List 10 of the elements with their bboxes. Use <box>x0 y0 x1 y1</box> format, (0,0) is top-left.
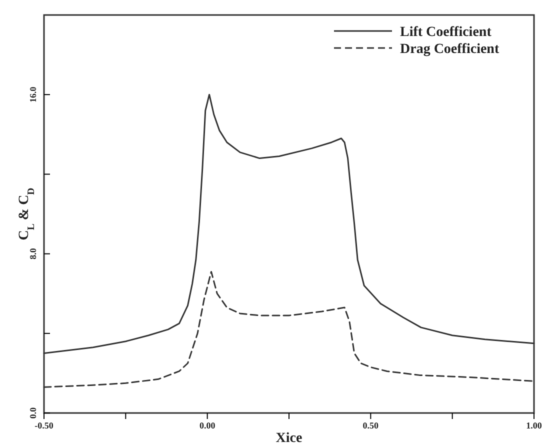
y-tick-label: 8.0 <box>28 248 38 260</box>
x-tick-label: -0.50 <box>34 420 54 430</box>
y-tick-label: 0.0 <box>28 406 38 419</box>
legend-label: Drag Coefficient <box>400 42 500 57</box>
legend-label: Lift Coefficient <box>400 25 492 40</box>
x-tick-label: 1.00 <box>526 420 542 430</box>
y-tick-label: 16.0 <box>28 86 38 102</box>
x-tick-label: 0.00 <box>199 420 216 430</box>
x-axis-title: Xice <box>276 431 302 445</box>
x-tick-label: 0.50 <box>362 420 380 430</box>
